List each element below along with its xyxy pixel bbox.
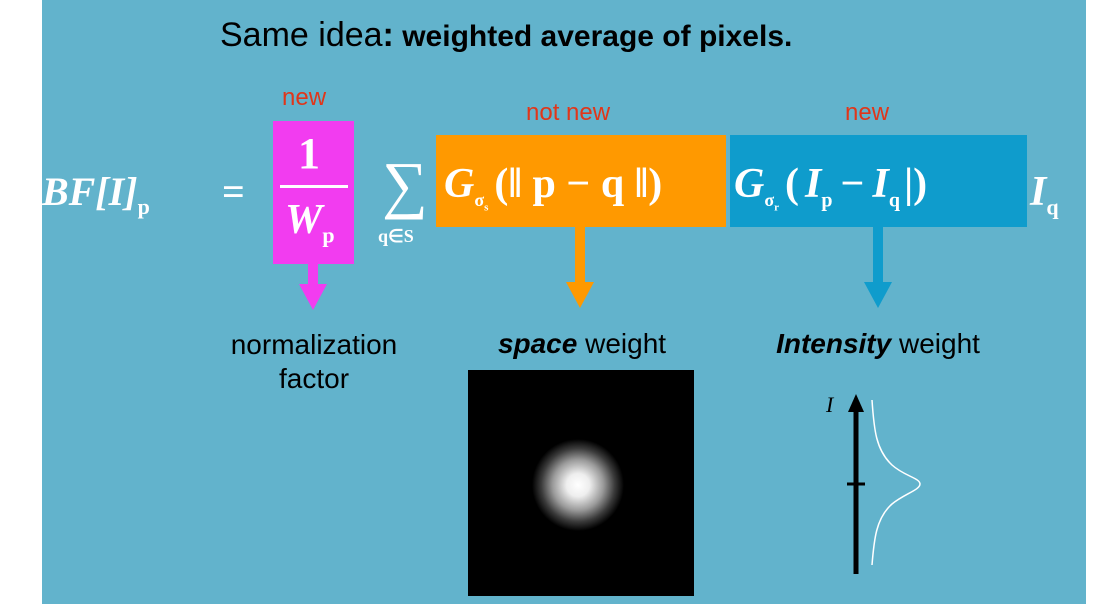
intensity-weight-arrow [864, 226, 892, 308]
space-sigma-sub: s [484, 201, 489, 214]
space-kernel-argument: (‖ p − q ‖) [494, 161, 663, 207]
arrows-layer [299, 226, 892, 310]
range-kernel-highlight [730, 135, 1027, 227]
range-i-q: I [872, 161, 889, 207]
range-i-q-sub: q [888, 189, 900, 212]
title-prefix: Same idea [220, 16, 383, 54]
range-minus: − [840, 161, 865, 207]
label-not-new-space: not new [526, 99, 611, 126]
range-kernel-g: G [734, 161, 765, 207]
space-sigma-text: σ [474, 190, 485, 211]
fraction-numerator: 1 [298, 129, 320, 178]
range-sigma-sub: r [774, 201, 780, 214]
intensity-weight-emph: Intensity [776, 328, 892, 359]
fraction-denominator: Wp [285, 196, 335, 248]
range-kernel-term: Gσr(Ip − Iq|) [734, 160, 927, 214]
formula-tail: Iq [1030, 168, 1059, 220]
range-i-p: I [805, 161, 822, 207]
normalization-arrow [299, 262, 327, 310]
formula-lhs: BF[I]p [42, 168, 150, 220]
formula-equals: = [222, 169, 245, 214]
space-weight-rest: weight [577, 328, 667, 359]
intensity-axis-label: I [826, 392, 834, 417]
intensity-gaussian-curve [871, 399, 921, 566]
label-new-intensity: new [845, 99, 890, 126]
range-close-paren: |) [903, 161, 928, 207]
intensity-axis-arrowhead [848, 394, 864, 412]
range-kernel-sigma: σr [764, 190, 779, 214]
space-kernel-g: G [444, 161, 475, 207]
title-bold: weighted average of pixels. [393, 20, 793, 53]
summation-subscript: q∈S [378, 226, 414, 247]
range-i-p-sub: p [821, 189, 833, 212]
tail-i: I [1030, 169, 1047, 215]
label-new-normalization: new [282, 84, 327, 111]
normalization-caption-line2: factor [278, 363, 350, 394]
summation-subscript-text: q∈S [378, 226, 414, 246]
intensity-weight-rest: weight [891, 328, 980, 359]
summation-symbol: ∑ [382, 149, 428, 220]
space-kernel-highlight [436, 135, 726, 227]
space-weight-caption: space weight [472, 328, 692, 360]
space-gaussian-image [468, 370, 694, 596]
space-weight-arrow [566, 226, 594, 308]
formula-lhs-text: BF[I] [42, 169, 138, 214]
denominator-text: W [285, 197, 323, 243]
normalization-caption-line1: normalization [230, 329, 398, 360]
slide-title: Same idea: weighted average of pixels. [220, 16, 792, 55]
fraction-bar [280, 185, 348, 188]
space-weight-emph: space [497, 328, 578, 359]
denominator-sub: p [322, 222, 335, 248]
space-kernel-term: Gσs(‖ p − q ‖) [444, 160, 662, 214]
formula-lhs-sub: p [137, 194, 150, 219]
range-sigma-text: σ [764, 190, 775, 211]
normalization-highlight [273, 121, 354, 264]
slide: Same idea: weighted average of pixels. n… [42, 0, 1086, 604]
intensity-weight-caption: Intensity weight [758, 328, 998, 360]
tail-sub: q [1046, 194, 1059, 220]
normalization-caption: normalization factor [204, 328, 424, 396]
title-colon: : [382, 16, 394, 54]
space-kernel-sigma: σs [474, 190, 488, 214]
intensity-profile-plot [847, 394, 921, 574]
range-open-paren: ( [785, 161, 800, 207]
